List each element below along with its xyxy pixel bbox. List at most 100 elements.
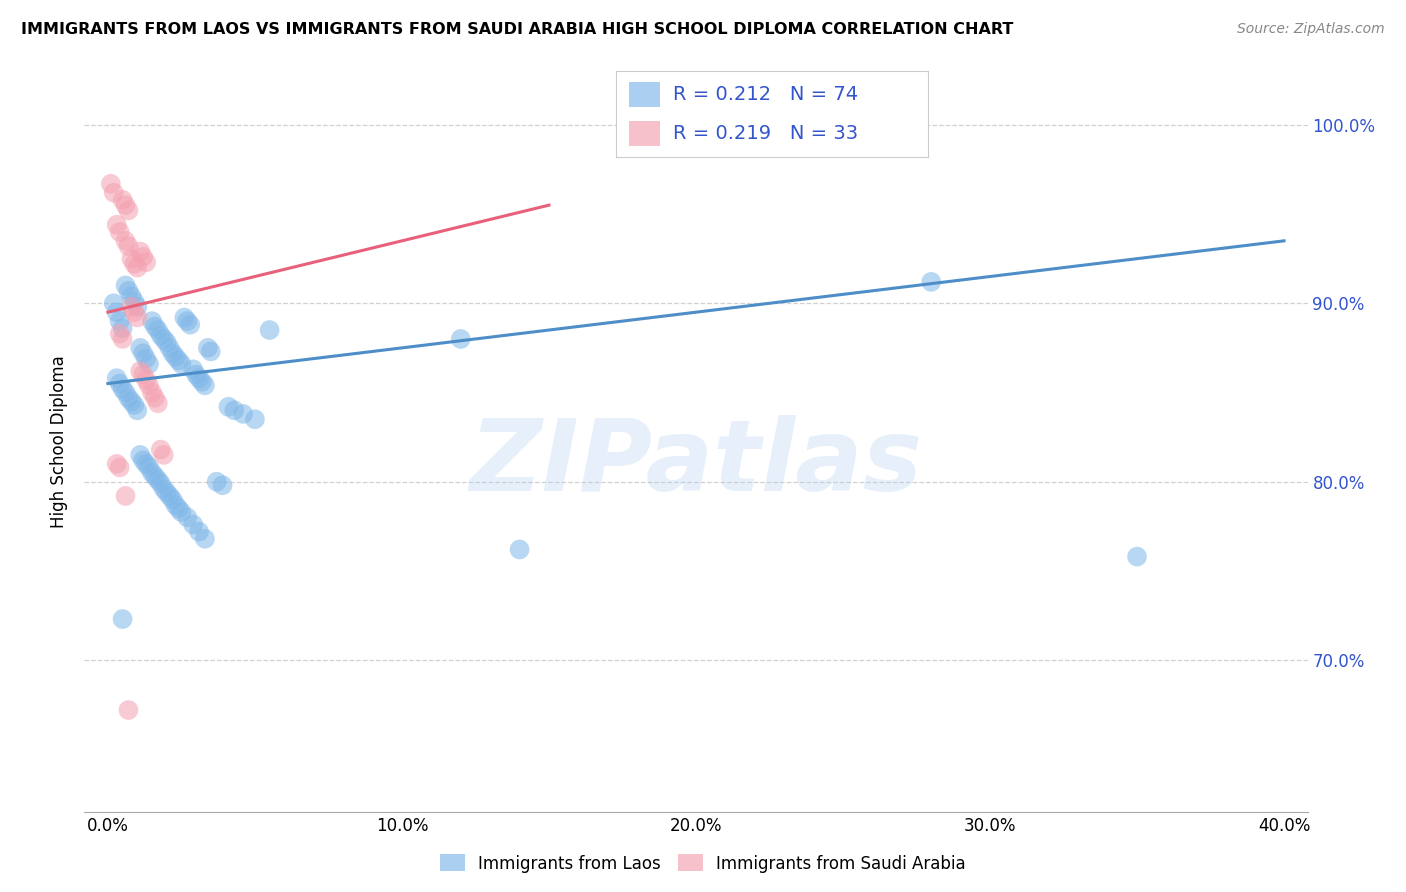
Point bbox=[135, 373, 157, 387]
Point bbox=[509, 542, 531, 557]
Point bbox=[105, 218, 128, 232]
Point bbox=[194, 532, 217, 546]
Point bbox=[170, 505, 193, 519]
Point bbox=[181, 517, 204, 532]
Point bbox=[124, 398, 146, 412]
Point bbox=[184, 368, 207, 382]
Point bbox=[159, 341, 181, 355]
Point bbox=[120, 394, 142, 409]
Point bbox=[232, 407, 254, 421]
Point bbox=[143, 319, 166, 334]
Point bbox=[159, 489, 181, 503]
Point bbox=[105, 371, 128, 385]
Point bbox=[167, 353, 190, 368]
Point bbox=[117, 703, 139, 717]
Point bbox=[127, 403, 149, 417]
Y-axis label: High School Diploma: High School Diploma bbox=[51, 355, 69, 528]
Point bbox=[129, 364, 152, 378]
Point bbox=[114, 278, 136, 293]
Point bbox=[127, 310, 149, 325]
Point bbox=[205, 475, 228, 489]
Point bbox=[176, 510, 198, 524]
Point bbox=[156, 485, 179, 500]
Point bbox=[111, 321, 134, 335]
Point bbox=[105, 457, 128, 471]
Point bbox=[108, 326, 131, 341]
Point bbox=[117, 239, 139, 253]
Point bbox=[141, 314, 163, 328]
Point bbox=[173, 310, 195, 325]
Point bbox=[217, 400, 239, 414]
Point bbox=[188, 524, 211, 539]
Point bbox=[920, 275, 942, 289]
Point bbox=[138, 460, 160, 475]
Text: ZIPatlas: ZIPatlas bbox=[470, 416, 922, 512]
Point bbox=[146, 396, 169, 410]
Point bbox=[450, 332, 472, 346]
Point bbox=[117, 203, 139, 218]
Point bbox=[149, 328, 172, 343]
Point bbox=[176, 314, 198, 328]
Point bbox=[132, 250, 155, 264]
Point bbox=[224, 403, 246, 417]
Point bbox=[105, 305, 128, 319]
Point bbox=[114, 385, 136, 400]
Point bbox=[165, 350, 187, 364]
Point bbox=[108, 376, 131, 391]
Point bbox=[152, 448, 174, 462]
Point bbox=[162, 346, 184, 360]
Point bbox=[108, 460, 131, 475]
Point bbox=[120, 252, 142, 266]
Point bbox=[135, 255, 157, 269]
Point bbox=[135, 351, 157, 366]
Point bbox=[211, 478, 233, 492]
Text: IMMIGRANTS FROM LAOS VS IMMIGRANTS FROM SAUDI ARABIA HIGH SCHOOL DIPLOMA CORRELA: IMMIGRANTS FROM LAOS VS IMMIGRANTS FROM … bbox=[21, 22, 1014, 37]
Point bbox=[165, 498, 187, 512]
Point bbox=[138, 357, 160, 371]
Point bbox=[114, 234, 136, 248]
Point bbox=[120, 289, 142, 303]
Point bbox=[127, 260, 149, 275]
Point bbox=[120, 300, 142, 314]
Point bbox=[132, 368, 155, 382]
Point bbox=[259, 323, 281, 337]
Point bbox=[108, 314, 131, 328]
Point bbox=[117, 391, 139, 405]
Point bbox=[111, 193, 134, 207]
Point bbox=[117, 284, 139, 298]
Point bbox=[179, 318, 201, 332]
Point bbox=[129, 244, 152, 259]
Point bbox=[188, 371, 211, 385]
Point bbox=[149, 442, 172, 457]
Point bbox=[194, 378, 217, 392]
Point bbox=[103, 296, 125, 310]
Point bbox=[146, 323, 169, 337]
Point bbox=[103, 186, 125, 200]
Point bbox=[135, 457, 157, 471]
Point bbox=[170, 357, 193, 371]
Point bbox=[124, 305, 146, 319]
Legend: Immigrants from Laos, Immigrants from Saudi Arabia: Immigrants from Laos, Immigrants from Sa… bbox=[433, 847, 973, 880]
Point bbox=[149, 476, 172, 491]
Point bbox=[129, 448, 152, 462]
Point bbox=[114, 489, 136, 503]
Point bbox=[181, 362, 204, 376]
Point bbox=[197, 341, 219, 355]
Point bbox=[132, 346, 155, 360]
Point bbox=[141, 385, 163, 400]
Point bbox=[141, 466, 163, 480]
Point bbox=[143, 391, 166, 405]
Point bbox=[156, 335, 179, 350]
Point bbox=[132, 453, 155, 467]
Point bbox=[124, 257, 146, 271]
Point bbox=[111, 382, 134, 396]
Point bbox=[100, 177, 122, 191]
Point bbox=[200, 344, 222, 359]
Point bbox=[124, 294, 146, 309]
Point bbox=[243, 412, 266, 426]
Text: Source: ZipAtlas.com: Source: ZipAtlas.com bbox=[1237, 22, 1385, 37]
Point bbox=[167, 501, 190, 516]
Point bbox=[152, 332, 174, 346]
Point bbox=[114, 198, 136, 212]
Point bbox=[152, 482, 174, 496]
